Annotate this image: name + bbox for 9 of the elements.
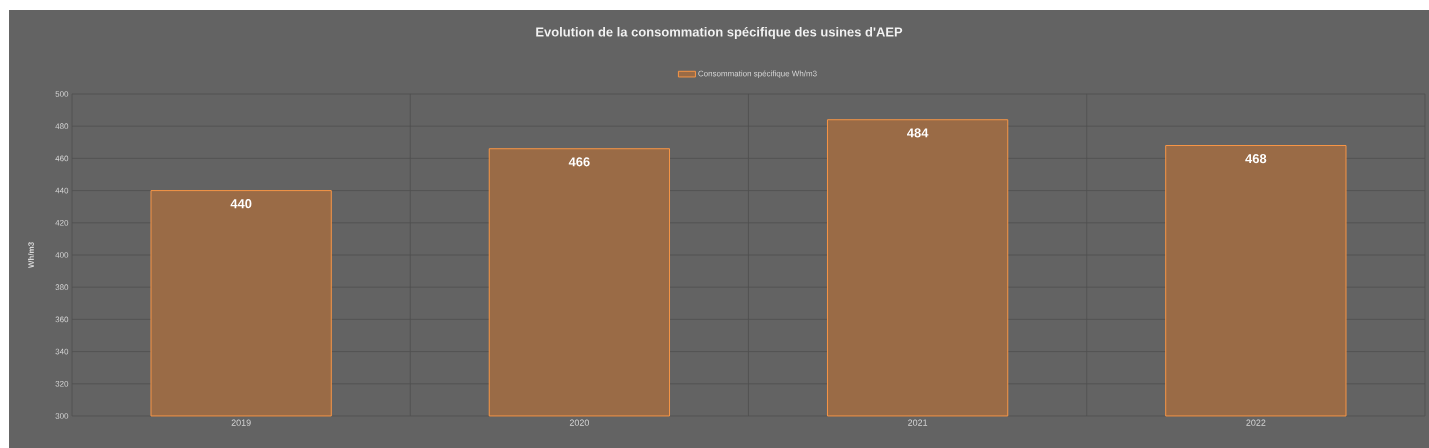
data-label: 484 [907,128,929,138]
data-label: 468 [1245,154,1267,164]
data-label: 440 [230,199,252,209]
x-tick-label: 2020 [569,419,589,426]
x-tick-label: 2019 [231,419,251,426]
x-tick-label: 2022 [1246,419,1266,426]
data-label: 466 [568,157,590,167]
x-tick-label: 2021 [908,419,928,426]
chart-title: Evolution de la consommation spécifique des usines d'AEP [536,26,903,40]
